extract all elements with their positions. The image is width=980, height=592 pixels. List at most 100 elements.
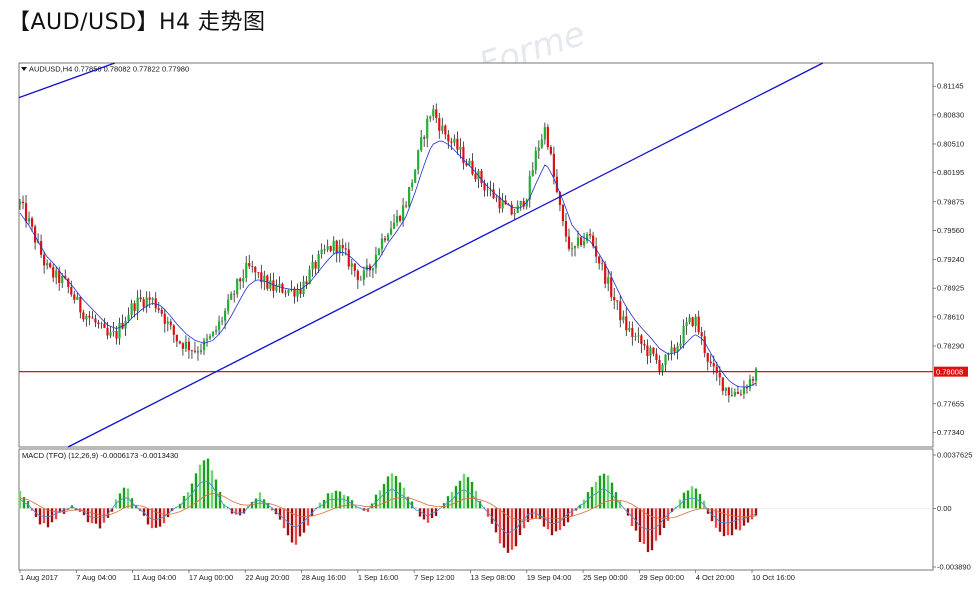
macd-bar-positive	[618, 500, 622, 509]
macd-bar-positive	[458, 480, 462, 509]
candle-up	[401, 205, 405, 221]
macd-bar-negative	[490, 508, 494, 524]
candle-up	[100, 323, 103, 325]
candle-up	[85, 315, 88, 320]
price-tick-label: 0.78925	[937, 284, 964, 293]
candle-down	[49, 263, 52, 268]
macd-bar-negative	[238, 508, 242, 516]
macd-bar-positive	[406, 496, 410, 509]
candle-down	[190, 350, 194, 352]
candle-up	[377, 249, 381, 255]
candle-down	[751, 379, 755, 381]
candle-down	[172, 325, 175, 335]
macd-bar-positive	[374, 494, 378, 509]
panel-dropdown-icon[interactable]	[21, 67, 27, 71]
candle-down	[21, 201, 25, 204]
macd-panel-header: MACD (TFO) (12,26,9) -0.0006173 -0.00134…	[22, 451, 178, 460]
candle-down	[745, 386, 749, 389]
candle-down	[604, 263, 607, 284]
trendline-1	[18, 62, 116, 99]
candle-up	[754, 368, 758, 381]
price-tick-label: 0.80510	[937, 139, 964, 148]
candle-up	[477, 170, 480, 180]
candle-up	[432, 109, 435, 117]
macd-bar-negative	[234, 508, 238, 515]
candle-down	[703, 336, 706, 353]
macd-bar-positive	[206, 458, 210, 509]
candle-up	[420, 137, 423, 151]
candle-down	[616, 300, 619, 302]
macd-bar-positive	[254, 498, 258, 509]
candle-down	[88, 315, 91, 318]
macd-bar-negative	[494, 508, 498, 533]
candle-down	[196, 351, 200, 353]
candle-down	[610, 277, 613, 297]
macd-bar-negative	[570, 508, 574, 517]
candle-up	[468, 160, 471, 166]
candle-up	[459, 146, 462, 150]
time-tick-label: 1 Sep 16:00	[358, 573, 398, 582]
candle-down	[730, 395, 733, 397]
candle-up	[664, 354, 667, 365]
candle-up	[576, 237, 580, 246]
candle-up	[724, 387, 727, 391]
macd-bar-positive	[262, 499, 266, 509]
macd-bar-positive	[370, 503, 374, 509]
macd-bar-negative	[518, 508, 522, 536]
candle-up	[531, 170, 534, 177]
candle-up	[205, 338, 209, 341]
macd-bar-positive	[318, 502, 322, 509]
candle-up	[242, 277, 245, 282]
macd-bar-negative	[642, 508, 646, 545]
candle-down	[579, 237, 583, 246]
candle-up	[441, 125, 444, 131]
candle-up	[748, 379, 752, 389]
candle-down	[447, 134, 450, 142]
macd-bar-positive	[202, 460, 206, 509]
candle-up	[537, 147, 540, 151]
candle-down	[52, 267, 55, 278]
candle-down	[178, 341, 181, 344]
macd-bar-negative	[46, 508, 50, 528]
candle-up	[513, 212, 516, 215]
price-tick-label: 0.77340	[937, 428, 964, 437]
macd-bar-negative	[170, 508, 174, 511]
macd-bar-positive	[690, 486, 694, 509]
candle-up	[236, 278, 239, 294]
macd-bar-positive	[210, 470, 214, 509]
candle-down	[709, 361, 712, 364]
candle-down	[157, 308, 160, 310]
candle-down	[281, 283, 284, 293]
macd-bar-positive	[610, 482, 614, 509]
candle-down	[498, 197, 501, 209]
candle-up	[184, 341, 188, 349]
candle-up	[411, 182, 414, 188]
current-price-label: 0.78008	[936, 368, 963, 377]
time-tick-label: 25 Sep 00:00	[583, 573, 628, 582]
candle-up	[622, 316, 625, 321]
candle-up	[374, 254, 378, 268]
price-panel-header: AUDUSD,H4 0.77856 0.78082 0.77822 0.7798…	[29, 65, 189, 74]
macd-bar-positive	[194, 473, 198, 509]
candle-down	[115, 331, 118, 339]
price-tick-label: 0.81145	[937, 82, 964, 91]
candle-up	[661, 364, 664, 371]
candle-down	[552, 153, 556, 177]
macd-bar-negative	[278, 508, 282, 520]
macd-bar-positive	[386, 476, 390, 509]
macd-bar-positive	[338, 491, 342, 509]
candle-up	[55, 270, 58, 278]
macd-bar-negative	[302, 508, 306, 533]
candle-down	[492, 189, 495, 199]
candle-up	[649, 347, 652, 356]
candle-up	[417, 150, 420, 170]
candle-down	[474, 174, 477, 180]
macd-bar-positive	[462, 473, 466, 509]
macd-bar-negative	[150, 508, 154, 529]
candle-down	[368, 265, 372, 271]
candle-down	[640, 335, 643, 345]
candle-down	[40, 241, 43, 255]
macd-bar-negative	[510, 508, 514, 550]
price-axis: 0.81145 0.80830 0.80510 0.80195 0.79875 0.795…	[933, 82, 964, 437]
macd-bar-negative	[566, 508, 570, 523]
